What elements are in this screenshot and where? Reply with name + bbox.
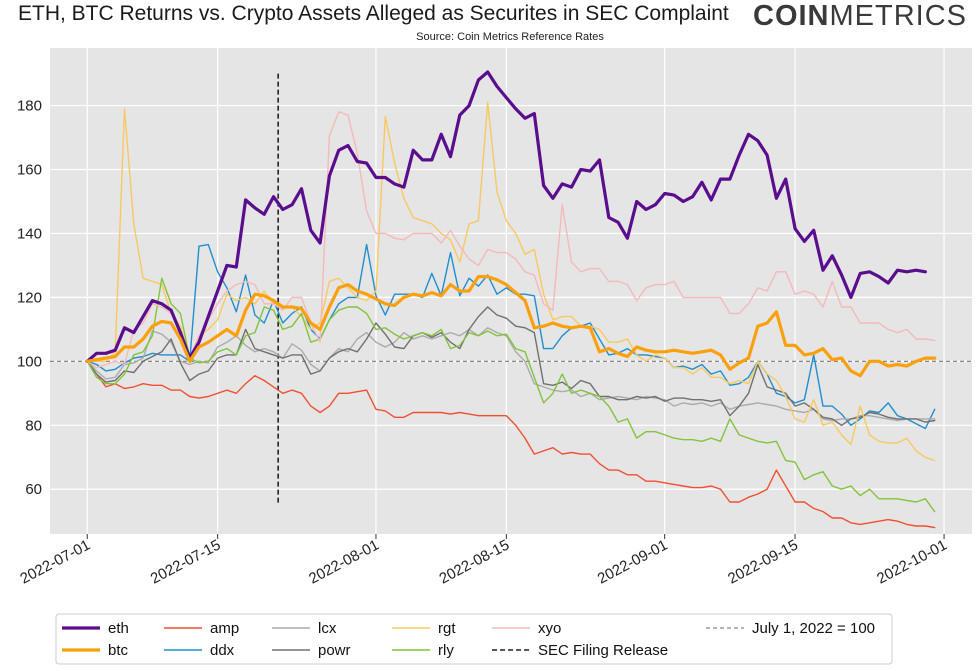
legend-label: eth (108, 620, 129, 637)
legend: eth btc amp ddx lcx powr rgt rly xyo SEC Filing R… (55, 613, 893, 665)
legend-label: amp (210, 620, 239, 637)
x-tick-label: 2022-07-01 (17, 537, 93, 588)
series-line-rgt (86, 101, 936, 462)
legend-label: July 1, 2022 = 100 (752, 620, 875, 637)
series-line-btc (85, 275, 937, 378)
x-tick-label: 2022-07-15 (148, 537, 224, 588)
legend-label: ddx (210, 642, 235, 659)
series-line-ddx (86, 243, 936, 430)
series-line-powr (86, 306, 936, 426)
logo-light-text: METRICS (829, 0, 967, 32)
chart-title: ETH, BTC Returns vs. Crypto Assets Alleg… (18, 2, 729, 25)
y-tick-label: 140 (17, 225, 42, 242)
y-tick-label: 160 (17, 162, 42, 179)
y-tick-label: 60 (25, 481, 42, 498)
plot-area (50, 48, 972, 534)
series-line-xyo (86, 111, 936, 369)
x-tick-label: 2022-08-01 (306, 537, 382, 588)
chart-subtitle: Source: Coin Metrics Reference Rates (416, 31, 604, 43)
y-tick-label: 100 (17, 353, 42, 370)
series-line-lcx (86, 327, 936, 422)
legend-label: SEC Filing Release (538, 642, 668, 659)
series-line-amp (86, 360, 936, 529)
x-tick-label: 2022-09-01 (595, 537, 671, 588)
legend-label: rgt (438, 620, 456, 637)
y-tick-label: 120 (17, 289, 42, 306)
legend-label: lcx (318, 620, 337, 637)
y-tick-label: 180 (17, 98, 42, 115)
x-tick-label: 2022-09-15 (725, 537, 801, 588)
x-tick-label: 2022-10-01 (874, 537, 950, 588)
legend-label: rly (438, 642, 454, 659)
logo-bold-text: COIN (753, 0, 830, 32)
series-line-eth (85, 70, 928, 363)
y-tick-label: 80 (25, 417, 42, 434)
series-line-rly (86, 277, 936, 513)
coin-metrics-logo: COINMETRICS (753, 0, 967, 33)
legend-label: btc (108, 642, 129, 659)
legend-label: xyo (538, 620, 561, 637)
x-tick-label: 2022-08-15 (436, 537, 512, 588)
legend-box (55, 613, 893, 665)
legend-label: powr (318, 642, 351, 659)
